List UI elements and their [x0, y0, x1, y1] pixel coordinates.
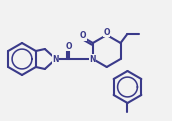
Text: N: N — [53, 54, 59, 64]
Text: O: O — [104, 28, 110, 37]
Text: O: O — [66, 42, 72, 51]
Text: N: N — [90, 54, 96, 64]
Text: O: O — [80, 31, 87, 41]
